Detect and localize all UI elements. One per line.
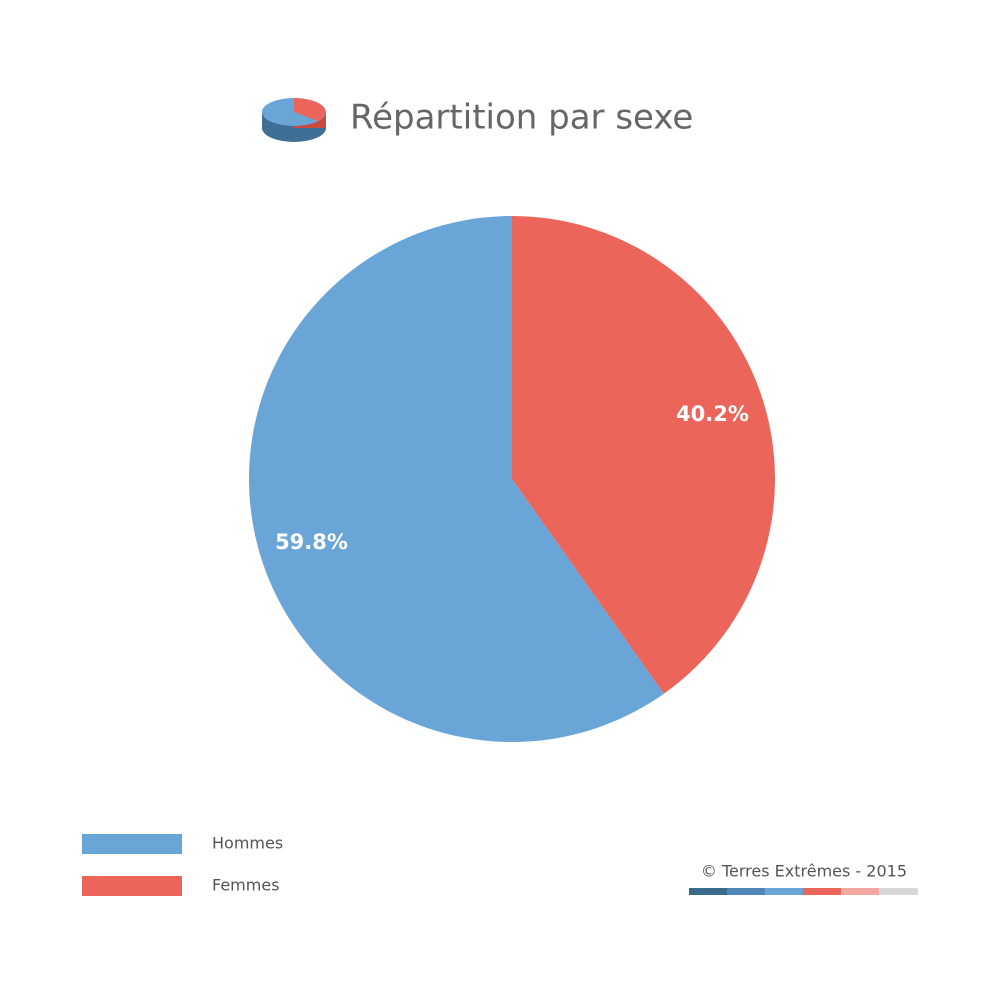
pie-slice bbox=[248, 216, 664, 743]
legend-label: Femmes bbox=[212, 876, 280, 895]
pie-slice bbox=[512, 216, 775, 694]
chart-title: Répartition par sexe bbox=[350, 98, 693, 138]
data-label: 59.8% bbox=[275, 530, 348, 554]
credit-bar bbox=[689, 888, 918, 895]
data-label: 40.2% bbox=[676, 402, 749, 426]
legend-label: Hommes bbox=[212, 834, 283, 853]
credit: © Terres Extrêmes - 2015 bbox=[701, 862, 907, 881]
title-icon bbox=[262, 98, 326, 142]
legend-swatch bbox=[82, 876, 182, 896]
legend-swatch bbox=[82, 834, 182, 854]
